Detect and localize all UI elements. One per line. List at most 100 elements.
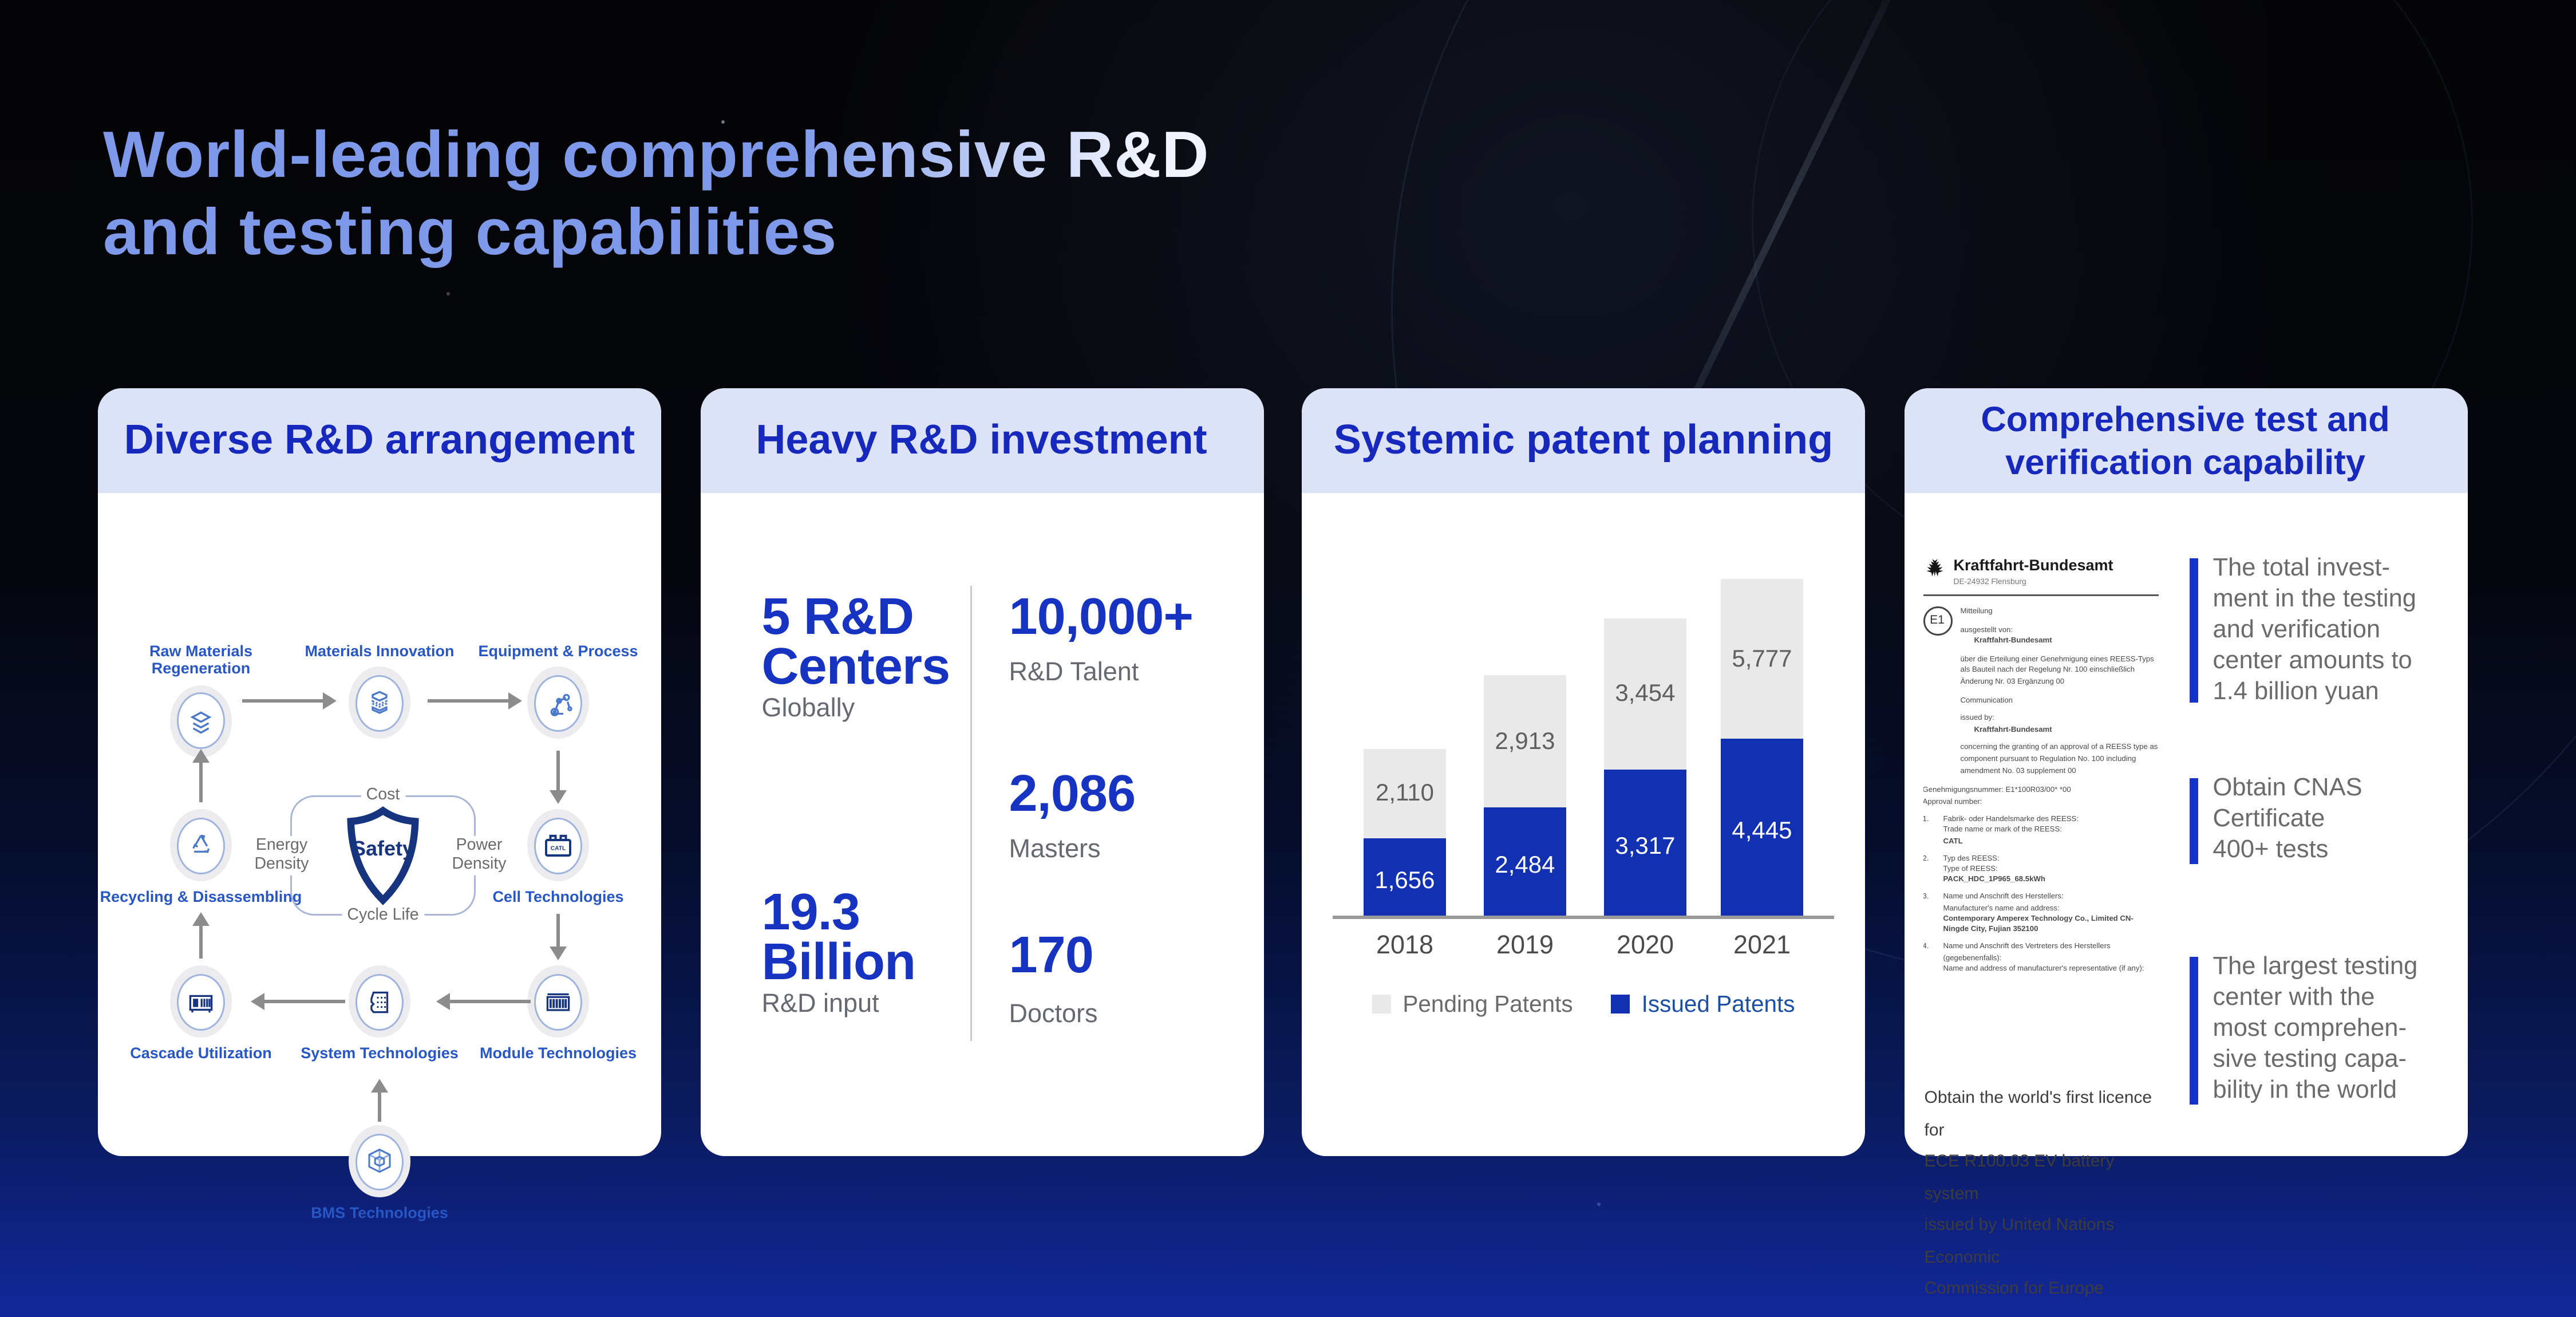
federal-eagle-icon [1923, 557, 1945, 587]
bms-cube-icon [364, 1146, 395, 1177]
background-dot [447, 292, 449, 295]
card-header: Systemic patent planning [1302, 388, 1865, 493]
accent-bar [2188, 558, 2198, 703]
pending-value-label: 5,777 [1732, 643, 1792, 671]
node-label: Cascade Utilization [130, 1044, 272, 1062]
stat-rd-talent-value: 10,000+ [1009, 589, 1194, 646]
stat-masters-value: 2,086 [1009, 766, 1136, 823]
certificate-authority-city: DE-24932 Flensburg [1953, 577, 2026, 586]
page-title: World-leading comprehensive R&D and testi… [103, 119, 1209, 270]
arrow-down-icon [551, 751, 564, 804]
node-system-technologies: System Technologies [276, 965, 483, 1062]
issued-value-label: 3,317 [1615, 831, 1676, 859]
card-header: Heavy R&D investment [700, 388, 1263, 493]
certificate-line: Communication [1960, 695, 2013, 704]
node-cascade-utilization: Cascade Utilization [98, 965, 304, 1062]
card-title: Heavy R&D investment [756, 417, 1207, 464]
pending-value-label: 2,110 [1376, 778, 1434, 806]
issued-bar-segment [1364, 838, 1446, 917]
accent-bar [2188, 778, 2198, 864]
card-title-line-2: verification capability [2005, 442, 2365, 482]
background-dot [1597, 1202, 1600, 1205]
arrow-up-icon [193, 912, 207, 959]
bullet-cnas-certificate: Obtain CNAS Certificate 400+ tests [2212, 775, 2362, 864]
issued-swatch-icon [1610, 995, 1630, 1014]
recycle-icon [185, 830, 216, 861]
arrow-left-icon [251, 994, 345, 1008]
node-recycling-disassembling: Recycling & Disassembling [98, 809, 304, 906]
certificate-line: Kraftfahrt-Bundesamt [1974, 636, 2052, 645]
card-title: Systemic patent planning [1333, 417, 1834, 464]
materials-stack-icon [364, 688, 395, 719]
bullet-total-investment: The total invest-ment in the testing and … [2212, 555, 2417, 706]
node-label: Raw Materials Regeneration [149, 642, 253, 678]
node-raw-materials-regeneration: Raw Materials Regeneration [98, 642, 304, 758]
stat-rd-input-label: R&D input [761, 989, 879, 1019]
node-label: Equipment & Process [478, 642, 638, 660]
certificate-line: ausgestellt von: [1960, 624, 2013, 633]
node-label: Materials Innovation [305, 642, 455, 660]
battery-cell-icon: CATL [541, 830, 575, 861]
safety-label: Safety [351, 837, 414, 861]
pending-value-label: 2,913 [1495, 725, 1555, 754]
year-label: 2020 [1616, 931, 1674, 960]
cost-label: Cost [361, 785, 405, 806]
legend-label: Issued Patents [1641, 991, 1795, 1017]
cycle-life-label: Cycle Life [342, 905, 424, 926]
divider [1922, 594, 2158, 596]
certificate-line: Kraftfahrt-Bundesamt [1974, 724, 2052, 734]
title-line-1: World-leading comprehensive R&D [103, 121, 1210, 194]
bar-group-2018: 2,110 1,656 [1364, 749, 1446, 917]
node-label: Module Technologies [479, 1044, 637, 1062]
year-label: 2019 [1496, 931, 1554, 960]
node-label: System Technologies [301, 1044, 459, 1062]
year-label: 2021 [1733, 931, 1791, 960]
legend-item-pending: Pending Patents [1372, 991, 1573, 1017]
certificate-line: über die Erteilung einer Genehmigung ein… [1960, 654, 2154, 686]
bullet-largest-testing-center: The largest testing center with the most c… [2212, 953, 2418, 1105]
node-label: Recycling & Disassembling [100, 888, 302, 905]
accent-bar [2188, 957, 2198, 1105]
certificate-item: 1. Fabrik- oder Handelsmarke des REESS: Tr… [1922, 814, 2079, 845]
card-header: Diverse R&D arrangement [98, 388, 661, 493]
certificate-items: 1. Fabrik- oder Handelsmarke des REESS: Tr… [1923, 814, 2158, 972]
bar-group-2020: 3,454 3,317 [1604, 618, 1686, 917]
power-density-label: Power Density [441, 835, 517, 876]
year-label: 2018 [1376, 931, 1434, 960]
node-label: Cell Technologies [492, 888, 624, 905]
issued-value-label: 4,445 [1732, 816, 1792, 843]
node-bms-technologies: BMS Technologies [276, 1125, 483, 1222]
issued-value-label: 1,656 [1374, 866, 1435, 893]
issued-bar-segment [1604, 770, 1686, 917]
card-title-line-1: Comprehensive test and [1981, 399, 2390, 439]
arrow-up-icon [372, 1079, 386, 1122]
issued-value-label: 2,484 [1495, 850, 1555, 878]
certificate-line: concerning the granting of an approval o… [1960, 743, 2158, 775]
bar-group-2021: 5,777 4,445 [1721, 579, 1803, 917]
shield-icon [340, 804, 426, 910]
stat-rd-talent-label: R&D Talent [1009, 658, 1139, 687]
card-title: Diverse R&D arrangement [124, 417, 635, 464]
legend-item-issued: Issued Patents [1610, 991, 1795, 1017]
card-diverse-rd-arrangement: Diverse R&D arrangement Raw Materials Re… [98, 388, 661, 1221]
certificate-item: 3. Name und Anschrift des Herstellers: Man… [1922, 892, 2134, 934]
node-materials-innovation: Materials Innovation [276, 642, 483, 740]
layers-icon [185, 705, 216, 736]
card-test-verification-capability: Comprehensive test and verification capa… [1903, 388, 2467, 1299]
certificate-intro: Mitteilung ausgestellt von: Kraftfahrt-B… [1961, 606, 2158, 777]
certificate-item: 4. Name und Anschrift des Vertreters des … [1922, 941, 2144, 972]
background-dot [721, 120, 725, 124]
patents-stacked-bar-chart: 2,110 1,656 2,913 2,484 3,454 3,317 5,777 4,445… [1302, 493, 1865, 1156]
pending-swatch-icon [1372, 995, 1391, 1014]
stat-rd-centers-label: Globally [761, 694, 855, 723]
approval-number-de: Genehmigungsnummer: E1*100R03/00* *00 [1922, 785, 2071, 794]
certificate-document: Kraftfahrt-Bundesamt DE-24932 Flensburg … [1922, 546, 2158, 972]
svg-text:CATL: CATL [551, 845, 566, 851]
legend-label: Pending Patents [1402, 991, 1573, 1017]
title-line-2: and testing capabilities [103, 196, 837, 269]
node-cell-technologies: CATL Cell Technologies [455, 809, 661, 906]
arrow-down-icon [551, 914, 564, 960]
battery-module-icon [543, 986, 574, 1017]
certificate-line: issued by: [1960, 713, 1994, 722]
robot-arm-icon [543, 688, 574, 719]
